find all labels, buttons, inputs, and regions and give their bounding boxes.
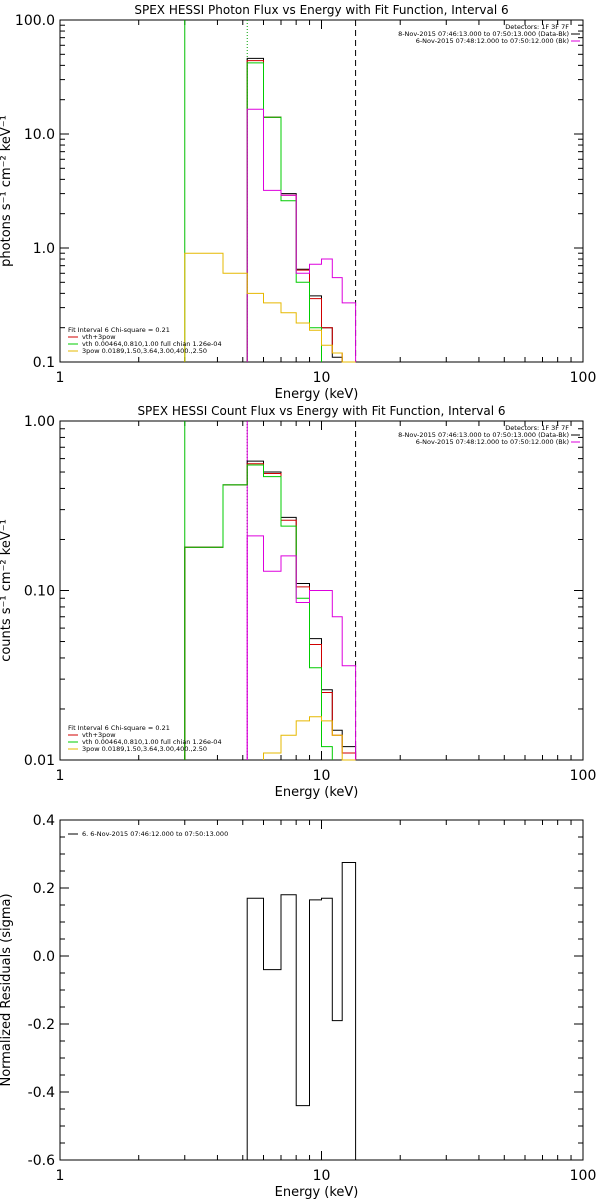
legend-top-entry: 8-Nov-2015 07:46:13.000 to 07:50:13.000 … [398, 431, 569, 439]
series-step-line [246, 108, 357, 362]
x-tick-label: 10 [313, 370, 331, 386]
x-tick-label: 10 [313, 768, 331, 784]
chart-panel-3: 1 10 100 -0.6 -0.4 -0.2 0.0 0.2 0.4 Energy (keV) N… [0, 813, 596, 1200]
y-tick-label: 1.0 [33, 241, 55, 257]
legend-bottom-entry: 3pow 0.0189,1.50,3.64,3.00,400.,2.50 [82, 347, 207, 355]
series-step-line [184, 252, 356, 363]
chart-title: SPEX HESSI Count Flux vs Energy with Fit… [137, 404, 505, 418]
x-tick-label: 1 [56, 768, 65, 784]
y-axis-label: photons s⁻¹ cm⁻² keV⁻¹ [0, 115, 14, 267]
legend-bottom-entry: vth 0.00464,0.810,1.00 full chian 1.26e-… [82, 738, 222, 746]
legend-top-entry: Detectors: 1F 3F 7F [505, 23, 569, 31]
series-step-line [184, 463, 357, 760]
y-tick-label: 0.1 [33, 355, 55, 371]
series-step-line [184, 464, 333, 760]
legend-top-entry: 6. 6-Nov-2015 07:46:12.000 to 07:50:13.0… [82, 830, 228, 838]
x-tick-label: 100 [570, 1168, 597, 1184]
y-tick-label: 100.0 [15, 13, 55, 29]
legend-bottom-entry: vth 0.00464,0.810,1.00 full chian 1.26e-… [82, 340, 222, 348]
legend-bottom-entry: Fit Interval 6 Chi-square = 0.21 [68, 724, 170, 732]
plot-frame [59, 819, 584, 1161]
series-step-line [184, 460, 357, 760]
x-tick-label: 1 [56, 1168, 65, 1184]
y-tick-label: 0.4 [33, 813, 55, 829]
x-axis-label: Energy (keV) [275, 1185, 359, 1200]
chart-panel-2: SPEX HESSI Count Flux vs Energy with Fit… [0, 404, 596, 800]
chart-title: SPEX HESSI Photon Flux vs Energy with Fi… [134, 3, 508, 17]
chart-panel-1: SPEX HESSI Photon Flux vs Energy with Fi… [0, 3, 596, 402]
y-tick-label: -0.6 [28, 1153, 55, 1169]
y-tick-label: -0.2 [28, 1017, 55, 1033]
legend-bottom-entry: vth+3pow [82, 731, 116, 739]
legend-bottom-entry: vth+3pow [82, 333, 116, 341]
legend-top-entry: Detectors: 1F 3F 7F [505, 424, 569, 432]
legend-top-entry: 6-Nov-2015 07:48:12.000 to 07:50:12.000 … [416, 37, 569, 45]
y-tick-label: -0.4 [28, 1085, 55, 1101]
x-tick-label: 10 [313, 1168, 331, 1184]
y-tick-label: 1.00 [24, 414, 55, 430]
series-step-line [246, 862, 357, 1160]
legend-top-entry: 8-Nov-2015 07:46:13.000 to 07:50:13.000 … [398, 30, 569, 38]
legend-bottom-entry: Fit Interval 6 Chi-square = 0.21 [68, 326, 170, 334]
x-tick-label: 1 [56, 370, 65, 386]
y-tick-label: 0.0 [33, 949, 55, 965]
series-step-line [246, 535, 357, 760]
series-step-line [246, 62, 322, 362]
series-step-line [263, 716, 356, 761]
x-tick-label: 100 [570, 768, 597, 784]
y-tick-label: 10.0 [24, 127, 55, 143]
y-tick-label: 0.10 [24, 584, 55, 600]
y-tick-label: 0.2 [33, 881, 55, 897]
x-axis-label: Energy (keV) [275, 785, 359, 800]
legend-top-entry: 6-Nov-2015 07:48:12.000 to 07:50:12.000 … [416, 438, 569, 446]
x-axis-label: Energy (keV) [275, 387, 359, 402]
y-axis-label: Normalized Residuals (sigma) [0, 893, 14, 1086]
y-tick-label: 0.01 [24, 753, 55, 769]
legend-bottom-entry: 3pow 0.0189,1.50,3.64,3.00,400.,2.50 [82, 745, 207, 753]
x-tick-label: 100 [570, 370, 597, 386]
y-axis-label: counts s⁻¹ cm⁻² keV⁻¹ [0, 519, 14, 662]
